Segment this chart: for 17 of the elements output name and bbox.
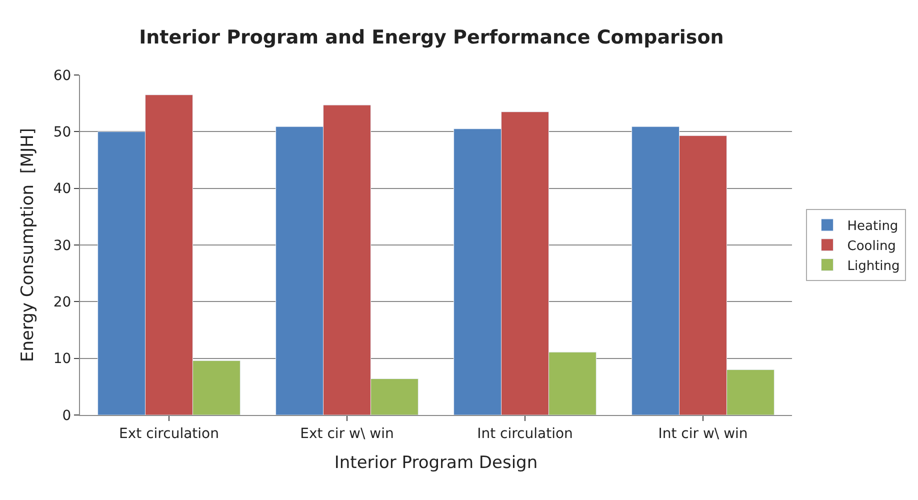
x-axis-title: Interior Program Design	[334, 453, 538, 474]
x-tick-label: Int cir w\ win	[658, 426, 748, 442]
y-tick-label: 20	[53, 294, 72, 311]
x-tick-label: Ext cir w\ win	[300, 426, 394, 442]
legend-label: Lighting	[847, 258, 900, 274]
y-tick-label: 30	[53, 238, 72, 254]
chart-title: Interior Program and Energy Performance Comparison	[139, 26, 724, 48]
x-tick-label: Int circulation	[477, 426, 573, 442]
y-tick-label: 10	[53, 351, 72, 368]
x-tick-label: Ext circulation	[119, 426, 219, 442]
y-tick-label: 60	[53, 68, 72, 84]
y-tick-label: 50	[53, 124, 72, 141]
legend-label: Heating	[847, 219, 898, 234]
y-tick-label: 0	[62, 408, 72, 424]
y-axis-title: Energy Consumption [MJH]	[18, 128, 38, 362]
y-tick-label: 40	[53, 181, 72, 198]
legend-label: Cooling	[847, 238, 896, 254]
